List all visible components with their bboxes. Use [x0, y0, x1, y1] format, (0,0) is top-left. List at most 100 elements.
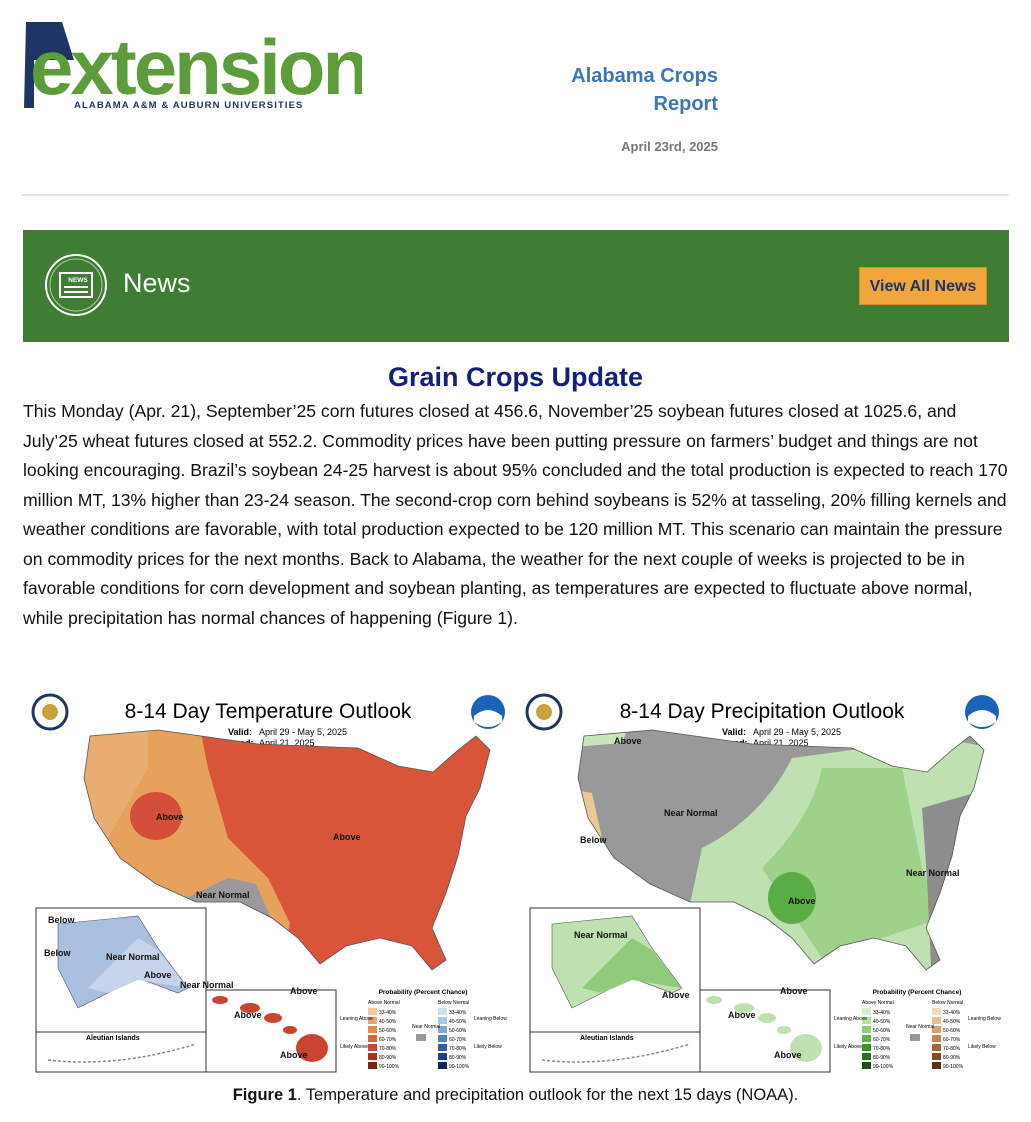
- legend-leaning-below: Leaning Below: [968, 1016, 1001, 1022]
- legend-range: 70-80%: [379, 1046, 397, 1052]
- legend-swatch: [438, 1053, 447, 1060]
- legend-swatch: [862, 1017, 871, 1024]
- map-title: 8-14 Day Temperature Outlook: [125, 700, 412, 723]
- legend-swatch: [932, 1035, 941, 1042]
- region-label: Above: [788, 896, 816, 906]
- legend-swatch: [932, 1053, 941, 1060]
- hawaii-island: [296, 1034, 328, 1062]
- report-date: April 23rd, 2025: [621, 139, 718, 154]
- valid-label: Valid:: [722, 727, 746, 737]
- legend-swatch: [862, 1062, 871, 1069]
- hawaii-island: [264, 1013, 282, 1023]
- legend-range: 40-50%: [873, 1019, 891, 1025]
- report-title: Alabama Crops Report: [571, 65, 718, 115]
- noaa-logo-wave: [968, 710, 996, 727]
- aleutian-inset: [35, 1031, 207, 1073]
- aleutian-chain: [47, 1043, 197, 1063]
- valid-date: April 29 - May 5, 2025: [753, 727, 841, 737]
- region-label: Above: [290, 986, 318, 996]
- legend-swatch: [438, 1008, 447, 1015]
- temperature-map: 8-14 Day Temperature Outlook Valid: April …: [31, 693, 507, 1073]
- region-label: Below: [580, 835, 608, 845]
- region-label: Above: [728, 1010, 756, 1020]
- aleutian-inset: [529, 1031, 701, 1073]
- region-label: Above: [144, 970, 172, 980]
- legend-range: 33-40%: [873, 1010, 891, 1016]
- legend-near: Near Normal: [412, 1024, 440, 1030]
- legend-leaning-above: Leaning Above: [834, 1016, 867, 1022]
- region-label: Above: [780, 986, 808, 996]
- news-icon: NEWS: [45, 254, 107, 316]
- legend-swatch: [932, 1026, 941, 1033]
- precipitation-map: 8-14 Day Precipitation Outlook Valid: Apri…: [525, 693, 1001, 1073]
- legend-range: 33-40%: [449, 1010, 467, 1016]
- legend-likely-above: Likely Above: [340, 1044, 368, 1050]
- legend-swatch: [438, 1017, 447, 1024]
- region-label: Above: [280, 1050, 308, 1060]
- legend-range: 70-80%: [873, 1046, 891, 1052]
- region-label: Near Normal: [196, 890, 250, 900]
- legend-range: 50-60%: [379, 1028, 397, 1034]
- legend-range: 80-90%: [943, 1055, 961, 1061]
- legend-likely-below: Likely Below: [474, 1044, 502, 1050]
- hawaii-island: [283, 1026, 297, 1034]
- legend-below-header: Below Normal: [438, 1000, 469, 1006]
- legend-range: 50-60%: [943, 1028, 961, 1034]
- legend-swatch: [862, 1026, 871, 1033]
- article-title: Grain Crops Update: [387, 362, 644, 392]
- legend-swatch: [862, 1035, 871, 1042]
- legend-swatch: [368, 1044, 377, 1051]
- article-body: This Monday (Apr. 21), September’25 corn…: [23, 401, 1008, 628]
- view-all-button[interactable]: View All News: [859, 267, 987, 305]
- figure-caption: Figure 1. Temperature and precipitation …: [0, 1086, 1031, 1105]
- legend-swatch: [368, 1062, 377, 1069]
- caption-label: Figure 1: [232, 1086, 297, 1104]
- hawaii-island: [240, 1003, 260, 1013]
- region-label: Below: [48, 915, 76, 925]
- legend-below-header: Below Normal: [932, 1000, 963, 1006]
- region-label: Below: [44, 948, 72, 958]
- aleutian-chain: [541, 1043, 691, 1063]
- outlook-zone: [922, 788, 984, 970]
- region-label: Above: [234, 1010, 262, 1020]
- legend-range: 90-100%: [873, 1064, 894, 1070]
- legend-range: 90-100%: [379, 1064, 400, 1070]
- region-label: Above: [333, 832, 361, 842]
- legend-title: Probability (Percent Chance): [379, 989, 468, 996]
- aleutian-label: Aleutian Islands: [580, 1035, 634, 1042]
- logo-text: extension: [30, 23, 362, 111]
- issued-date: April 21, 2025: [753, 738, 809, 748]
- legend-range: 40-50%: [449, 1019, 467, 1025]
- doc-seal-center: [42, 704, 58, 720]
- hawaii-island: [790, 1034, 822, 1062]
- legend-swatch: [932, 1044, 941, 1051]
- outlook-zone: [130, 792, 182, 840]
- legend-range: 33-40%: [379, 1010, 397, 1016]
- region-label: Near Normal: [906, 868, 960, 878]
- legend-swatch: [438, 1044, 447, 1051]
- legend-range: 90-100%: [943, 1064, 964, 1070]
- hawaii-island: [706, 996, 722, 1004]
- icon-label: NEWS: [68, 277, 88, 284]
- legend-likely-above: Likely Above: [834, 1044, 862, 1050]
- legend-range: 60-70%: [449, 1037, 467, 1043]
- legend-range: 80-90%: [873, 1055, 891, 1061]
- outlook-zone: [768, 872, 816, 924]
- legend-swatch: [862, 1044, 871, 1051]
- legend-range: 70-80%: [943, 1046, 961, 1052]
- legend-swatch: [862, 1008, 871, 1015]
- legend-swatch: [862, 1053, 871, 1060]
- us-outline: [83, 729, 491, 971]
- legend-near-swatch: [910, 1034, 920, 1041]
- valid-date: April 29 - May 5, 2025: [259, 727, 347, 737]
- legend-swatch: [368, 1026, 377, 1033]
- legend-range: 60-70%: [873, 1037, 891, 1043]
- legend-above-header: Above Normal: [862, 1000, 894, 1006]
- legend-near: Near Normal: [906, 1024, 934, 1030]
- us-outline: [577, 729, 985, 971]
- aleutian-label: Aleutian Islands: [86, 1035, 140, 1042]
- noaa-logo-wave: [474, 710, 502, 727]
- legend-range: 90-100%: [449, 1064, 470, 1070]
- legend-near-swatch: [416, 1034, 426, 1041]
